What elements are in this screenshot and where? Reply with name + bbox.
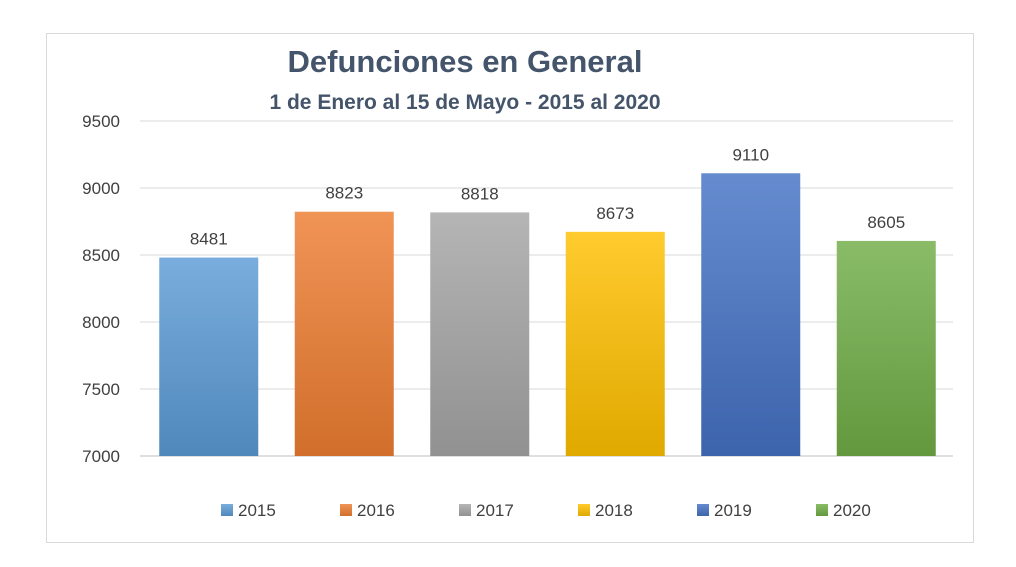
bar-2017 [430,212,530,456]
data-label-2016: 8823 [325,184,363,203]
legend-label-2016: 2016 [357,501,395,520]
data-label-2020: 8605 [867,213,905,232]
legend-label-2018: 2018 [595,501,633,520]
y-tick-label: 9500 [82,112,120,131]
bar-2020 [836,240,936,456]
bar-2018 [565,231,665,456]
y-tick-label: 7000 [82,447,120,466]
legend-label-2015: 2015 [238,501,276,520]
chart-title: Defunciones en General [287,44,643,79]
legend-swatch-2018 [578,504,590,516]
y-tick-label: 8000 [82,313,120,332]
legend-swatch-2015 [221,504,233,516]
legend-swatch-2016 [340,504,352,516]
bar-2015 [159,257,259,456]
data-label-2015: 8481 [190,230,228,249]
bar-2016 [294,211,394,456]
legend-label-2020: 2020 [833,501,871,520]
y-tick-label: 8500 [82,246,120,265]
legend-label-2019: 2019 [714,501,752,520]
y-tick-label: 9000 [82,179,120,198]
bar-2019 [701,173,801,456]
y-tick-label: 7500 [82,380,120,399]
chart-subtitle: 1 de Enero al 15 de Mayo - 2015 al 2020 [269,91,661,114]
legend-swatch-2017 [459,504,471,516]
data-label-2017: 8818 [461,184,499,203]
data-label-2018: 8673 [596,204,634,223]
legend-swatch-2019 [697,504,709,516]
legend-label-2017: 2017 [476,501,514,520]
legend-swatch-2020 [816,504,828,516]
data-label-2019: 9110 [732,145,769,164]
